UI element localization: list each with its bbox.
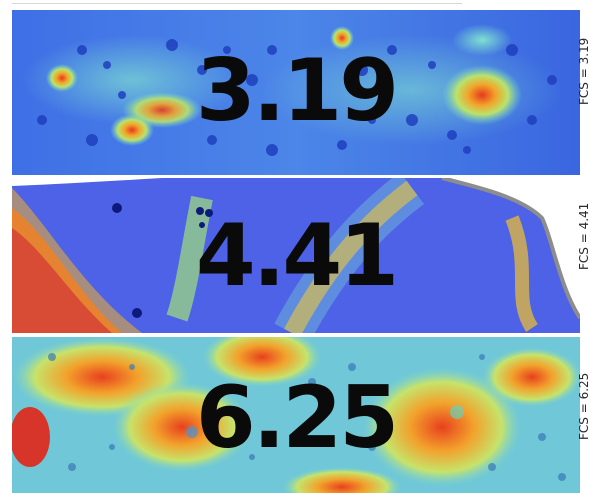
heatmap-panel-3: 6.25 <box>12 337 580 493</box>
top-divider <box>12 3 462 4</box>
heatmap-panel-2: 4.41 <box>12 178 580 333</box>
heatmap-image-3 <box>12 337 580 493</box>
score-value-1: 3.19 <box>195 41 399 141</box>
score-value-2: 4.41 <box>195 206 399 306</box>
score-value-3: 6.25 <box>195 368 399 468</box>
heatmap-panel-1: 3.19 <box>12 10 580 175</box>
side-label-1: FCS = 3.19 <box>577 37 590 105</box>
side-label-2: FCS = 4.41 <box>577 202 590 270</box>
side-label-3: FCS = 6.25 <box>577 372 590 440</box>
heatmap-image-1 <box>12 10 580 175</box>
heatmap-image-2 <box>12 178 580 333</box>
